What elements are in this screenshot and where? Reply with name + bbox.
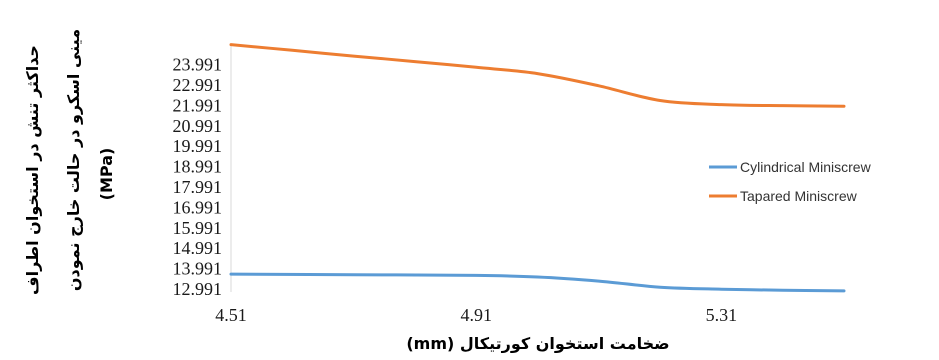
x-tick-label: 5.31 <box>706 305 738 325</box>
x-axis-ticks: 4.51 4.91 5.31 <box>215 305 737 325</box>
legend: Cylindrical Miniscrew Tapared Miniscrew <box>709 159 872 204</box>
y-axis-ticks: 12.99113.99114.99115.99116.99117.99118.9… <box>173 55 223 299</box>
y-tick-label: 17.991 <box>173 177 223 197</box>
y-tick-label: 14.991 <box>173 238 223 258</box>
y-tick-label: 12.991 <box>173 279 223 299</box>
x-axis-title: ضخامت استخوان کورتیکال (mm) <box>406 334 669 353</box>
plot-area <box>229 43 846 293</box>
legend-label: Cylindrical Miniscrew <box>740 159 872 175</box>
y-axis-title-line-1: حداکثر تنش در استخوان اطراف <box>23 45 42 295</box>
y-tick-label: 18.991 <box>173 157 223 177</box>
y-tick-label: 19.991 <box>173 136 223 156</box>
y-tick-label: 15.991 <box>173 218 223 238</box>
y-tick-label: 23.991 <box>173 55 223 75</box>
y-tick-label: 13.991 <box>173 259 223 279</box>
y-axis-title-line-2: مینی اسکرو در حالت خارج نمودن <box>64 29 83 291</box>
y-axis-title-line-3: (MPa) <box>97 148 116 201</box>
y-axis-title: حداکثر تنش در استخوان اطراف مینی اسکرو د… <box>23 29 116 295</box>
series-line-tapared <box>229 43 846 108</box>
y-tick-label: 21.991 <box>173 95 223 115</box>
series-line-cylindrical <box>229 272 846 293</box>
x-tick-label: 4.91 <box>460 305 492 325</box>
y-tick-label: 22.991 <box>173 75 223 95</box>
y-tick-label: 16.991 <box>173 197 223 217</box>
y-tick-label: 20.991 <box>173 116 223 136</box>
legend-label: Tapared Miniscrew <box>740 188 858 204</box>
x-tick-label: 4.51 <box>215 305 247 325</box>
